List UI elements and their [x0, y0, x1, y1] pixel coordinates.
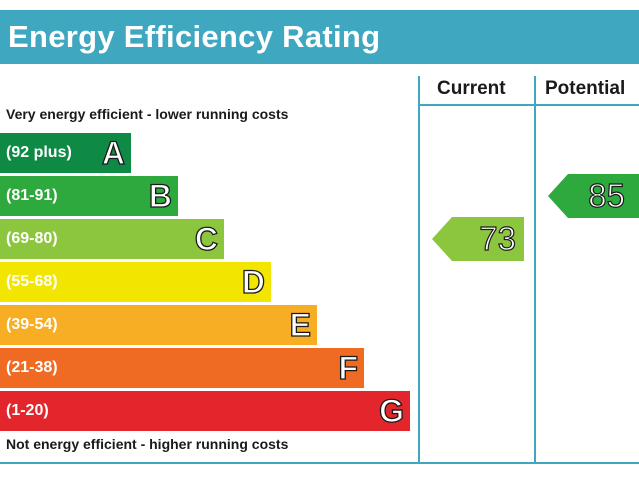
band-c: (69-80) C — [0, 219, 224, 259]
band-letter: G — [378, 392, 404, 429]
top-caption: Very energy efficient - lower running co… — [6, 106, 289, 122]
current-arrow-shape — [432, 217, 524, 261]
bottom-border — [0, 462, 639, 464]
band-a: (92 plus) A — [0, 133, 131, 173]
band-b: (81-91) B — [0, 176, 178, 216]
current-column-left-border — [418, 76, 420, 464]
current-column-right-border — [534, 76, 536, 464]
band-letter: F — [338, 349, 359, 386]
potential-column-header: Potential — [545, 78, 626, 99]
band-d: (55-68) D — [0, 262, 271, 302]
band-range-label: (21-38) — [6, 359, 58, 376]
band-letter: D — [241, 263, 265, 300]
band-letter: E — [289, 306, 312, 343]
band-range-label: (81-91) — [6, 187, 58, 204]
band-range-label: (1-20) — [6, 402, 49, 419]
chart-title: Energy Efficiency Rating — [8, 19, 381, 54]
band-g: (1-20) G — [0, 391, 410, 431]
potential-rating-value: 85 — [588, 176, 626, 214]
band-range-label: (69-80) — [6, 230, 58, 247]
bottom-caption: Not energy efficient - higher running co… — [6, 436, 289, 452]
band-range-label: (39-54) — [6, 316, 58, 333]
header-banner: Energy Efficiency Rating — [0, 10, 639, 64]
band-f: (21-38) F — [0, 348, 364, 388]
band-e: (39-54) E — [0, 305, 317, 345]
current-column-header: Current — [437, 78, 506, 99]
potential-arrow-shape — [548, 174, 639, 218]
band-letter: C — [194, 220, 218, 257]
column-header-divider — [420, 104, 639, 106]
current-rating-arrow: 73 — [432, 217, 524, 261]
band-letter: A — [101, 134, 125, 171]
band-range-label: (92 plus) — [6, 144, 72, 161]
band-range-label: (55-68) — [6, 273, 58, 290]
band-letter: B — [148, 177, 172, 214]
potential-rating-arrow: 85 — [548, 174, 639, 218]
current-rating-value: 73 — [479, 219, 517, 257]
